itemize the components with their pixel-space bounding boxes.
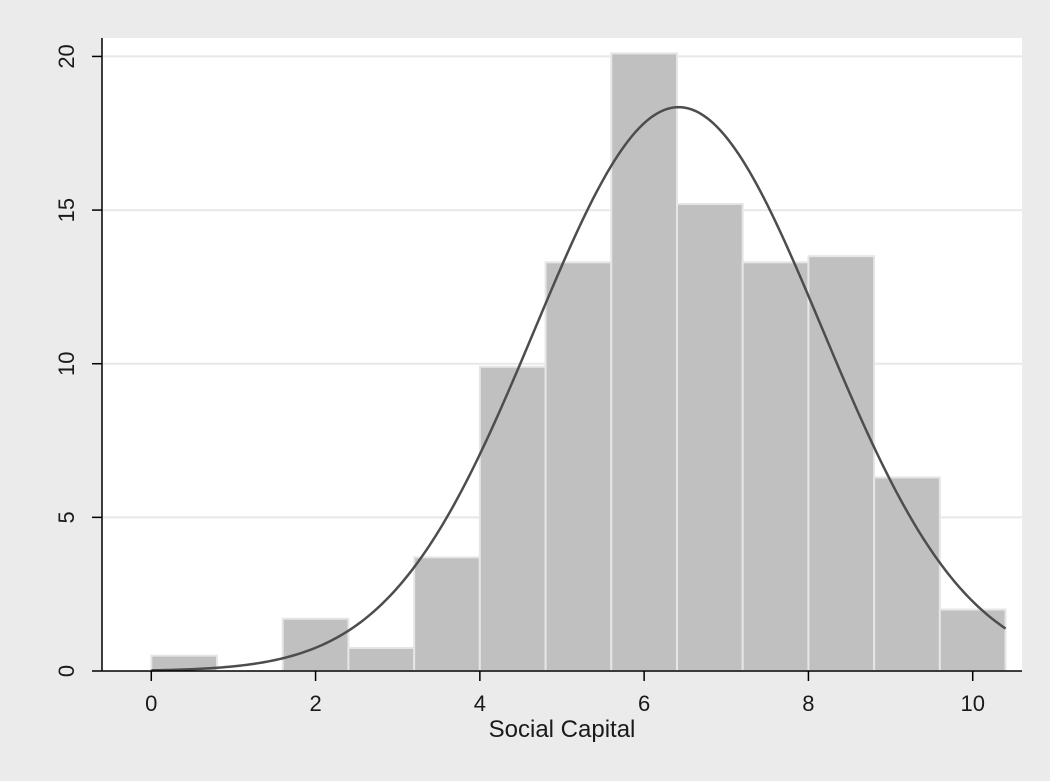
histogram-bar	[741, 261, 810, 672]
normal-curve-layer	[151, 105, 1007, 672]
histogram-bar	[610, 52, 678, 673]
x-tick-label: 2	[309, 691, 321, 716]
y-tick-label: 10	[54, 351, 79, 375]
x-tick-label: 10	[960, 691, 984, 716]
histogram-bar	[281, 617, 350, 673]
histogram-bar	[478, 365, 547, 672]
axes: 0 5 10 15 20 0 2 4 6 8 10	[54, 38, 1022, 716]
histogram-bar	[676, 202, 744, 672]
histogram-bar	[873, 476, 941, 672]
x-tick-label: 8	[802, 691, 814, 716]
histogram-bar	[938, 608, 1007, 673]
y-tick-label: 15	[54, 198, 79, 222]
histogram-bar	[544, 261, 613, 672]
histogram-bars	[150, 52, 1007, 673]
x-axis-title: Social Capital	[489, 716, 636, 743]
x-tick-label: 4	[474, 691, 486, 716]
y-tick-label: 0	[54, 665, 79, 677]
y-tick-label: 20	[54, 44, 79, 68]
y-tick-label: 5	[54, 511, 79, 523]
normal-curve	[151, 105, 1007, 672]
histogram-bar	[347, 646, 416, 672]
x-tick-label: 0	[145, 691, 157, 716]
x-tick-label: 6	[638, 691, 650, 716]
histogram-bar	[413, 556, 481, 673]
